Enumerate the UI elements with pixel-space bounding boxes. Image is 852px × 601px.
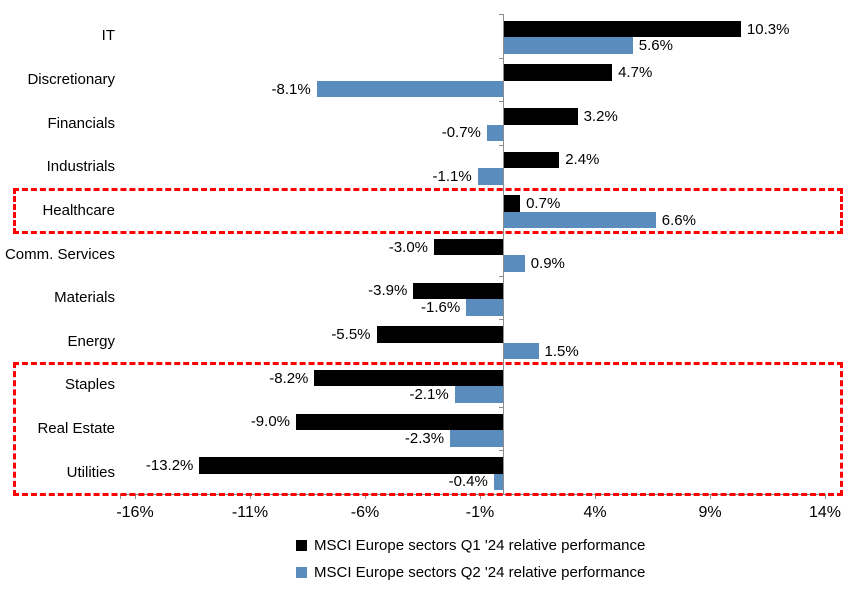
category-label: Real Estate — [37, 420, 115, 438]
q2-data-label: -2.3% — [404, 429, 445, 447]
q1-data-label: -3.9% — [368, 282, 408, 300]
q1-data-label: -3.0% — [388, 238, 428, 256]
x-tick — [825, 494, 826, 499]
category-label: Comm. Services — [4, 245, 115, 263]
q1-data-label: 4.7% — [618, 64, 653, 82]
legend-label-q1: MSCI Europe sectors Q1 '24 relative perf… — [314, 537, 646, 554]
q1-data-label: -8.2% — [269, 369, 309, 387]
q1-bar — [504, 108, 578, 125]
legend-item-q2: MSCI Europe sectors Q2 '24 relative perf… — [296, 563, 645, 582]
q2-data-label: 1.5% — [544, 342, 579, 360]
category-tick — [499, 232, 503, 234]
legend-item-q1: MSCI Europe sectors Q1 '24 relative perf… — [296, 536, 645, 555]
x-axis-end-tick — [120, 494, 121, 499]
category-label: Staples — [64, 376, 115, 394]
x-tick-label: -11% — [231, 504, 269, 521]
q2-bar — [316, 80, 503, 98]
x-tick — [595, 494, 596, 499]
legend: MSCI Europe sectors Q1 '24 relative perf… — [296, 536, 645, 590]
q2-data-label: 6.6% — [661, 211, 696, 229]
category-label: Energy — [67, 332, 115, 350]
x-tick — [250, 494, 251, 499]
q1-data-label: 10.3% — [746, 20, 790, 38]
category-tick — [499, 406, 503, 408]
category-tick — [499, 144, 503, 146]
q1-bar — [199, 457, 503, 474]
category-tick — [499, 450, 503, 452]
x-tick — [135, 494, 136, 499]
category-tick — [499, 14, 503, 15]
category-tick — [499, 57, 503, 59]
category-label: Industrials — [46, 158, 115, 176]
x-axis-line — [120, 494, 826, 495]
x-tick — [710, 494, 711, 499]
q1-data-label: -13.2% — [145, 456, 194, 474]
category-label: Healthcare — [42, 201, 115, 219]
q1-bar — [504, 195, 521, 212]
healthcare-highlight-box — [13, 187, 843, 235]
category-tick — [499, 363, 503, 365]
q2-data-label: -1.1% — [432, 167, 472, 185]
q2-bar — [466, 299, 503, 316]
x-tick-label: 4% — [583, 504, 607, 521]
q2-bar — [450, 430, 503, 447]
category-tick — [499, 101, 503, 103]
q1-data-label: 0.7% — [526, 195, 561, 213]
q1-bar — [376, 326, 503, 343]
q2-bar — [504, 255, 525, 272]
x-tick — [480, 494, 481, 499]
q2-bar — [454, 386, 503, 403]
q2-bar — [486, 124, 503, 142]
category-label: IT — [101, 27, 115, 45]
q1-bar — [504, 20, 741, 38]
q2-data-label: -2.1% — [409, 386, 449, 404]
q1-bar — [314, 369, 503, 387]
q2-bar — [477, 168, 503, 185]
q2-data-label: 5.6% — [638, 37, 673, 55]
q1-bar — [296, 413, 503, 431]
category-tick — [499, 275, 503, 277]
category-tick — [499, 319, 503, 321]
y-axis-line — [503, 14, 504, 494]
q2-data-label: -0.4% — [448, 473, 488, 491]
q1-data-label: -5.5% — [331, 326, 371, 343]
q2-data-label: -1.6% — [421, 298, 461, 316]
q2-data-label: -0.7% — [441, 124, 481, 142]
category-tick — [499, 494, 503, 495]
q1-data-label: 2.4% — [565, 151, 600, 169]
q1-bar — [413, 282, 503, 300]
category-label: Financials — [47, 114, 115, 132]
q2-bar — [504, 211, 656, 229]
category-label: Materials — [54, 289, 115, 307]
q1-bar — [504, 151, 560, 169]
category-label: Discretionary — [27, 70, 115, 88]
x-tick-label: -16% — [116, 504, 154, 521]
q1-data-label: 3.2% — [583, 107, 618, 125]
q2-data-label: -8.1% — [271, 80, 311, 98]
q1-bar — [434, 238, 503, 256]
x-tick-label: -1% — [465, 504, 495, 521]
q1-legend-swatch-icon — [296, 540, 307, 551]
category-tick — [499, 188, 503, 190]
x-tick-label: 9% — [698, 504, 722, 521]
q2-bar — [493, 473, 503, 491]
q2-legend-swatch-icon — [296, 567, 307, 578]
q2-data-label: 0.9% — [530, 255, 565, 273]
x-tick-label: -6% — [350, 504, 380, 521]
legend-label-q2: MSCI Europe sectors Q2 '24 relative perf… — [314, 564, 646, 581]
q2-bar — [504, 342, 539, 360]
x-tick — [365, 494, 366, 499]
q1-data-label: -9.0% — [250, 413, 290, 431]
category-label: Utilities — [66, 463, 115, 481]
q1-bar — [504, 64, 613, 81]
q2-bar — [504, 37, 633, 54]
x-tick-label: 14% — [808, 504, 842, 521]
